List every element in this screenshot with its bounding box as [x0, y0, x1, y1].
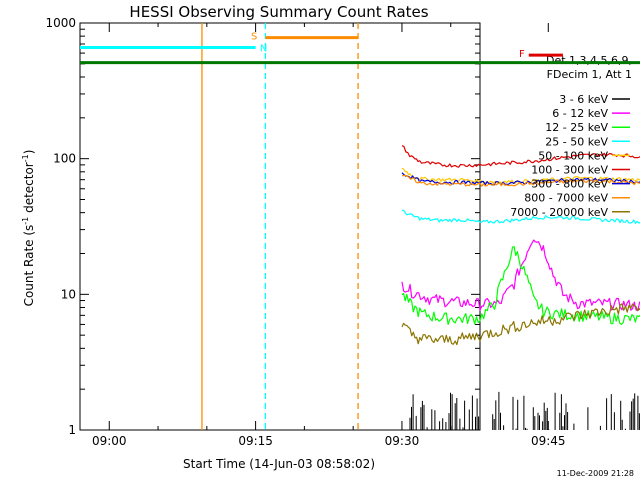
series-line: [401, 239, 640, 312]
y-axis-label-sup1: -1: [21, 217, 30, 225]
y-tick-label: 10: [61, 287, 76, 301]
legend-entry-label: 300 - 800 keV: [531, 178, 608, 191]
legend-entry-label: 6 - 12 keV: [552, 107, 608, 120]
x-tick-label: 09:45: [531, 434, 566, 448]
series-line: [401, 172, 640, 186]
x-tick-label: 09:30: [385, 434, 420, 448]
series-line: [401, 209, 640, 224]
y-tick-label: 1000: [45, 16, 76, 30]
flag-label: F: [519, 49, 525, 60]
plot-frame: [79, 22, 481, 431]
legend-entry-label: 25 - 50 keV: [545, 135, 608, 148]
series-line: [401, 246, 640, 325]
series-line: [401, 145, 640, 168]
y-axis-label: Count Rate (s-1 detector-1): [21, 150, 36, 307]
legend-entry-label: 50 - 100 keV: [538, 149, 608, 162]
chart-title: HESSI Observing Summary Count Rates: [129, 3, 428, 21]
series-line: [401, 303, 640, 346]
x-tick-label: 09:15: [238, 434, 273, 448]
x-axis-label: Start Time (14-Jun-03 08:58:02): [183, 457, 375, 471]
legend-entry-label: 800 - 7000 keV: [524, 192, 608, 205]
y-axis-label-main: Count Rate (s: [22, 225, 36, 307]
legend-entry-label: 7000 - 20000 keV: [510, 206, 608, 219]
legend-entry-label: 100 - 300 keV: [531, 164, 608, 177]
series-line-3-6kev: [409, 391, 640, 430]
legend-entry-label: 12 - 25 keV: [545, 121, 608, 134]
y-axis-label-sup2: -1: [21, 154, 30, 162]
plot-timestamp: 11-Dec-2009 21:28: [557, 469, 634, 478]
y-tick-label: 100: [53, 152, 76, 166]
y-tick-label: 1: [68, 423, 76, 437]
series-line: [402, 174, 640, 187]
legend-entry-label: 3 - 6 keV: [559, 93, 608, 106]
flag-label: S: [251, 32, 257, 43]
flag-label: N: [260, 43, 267, 54]
legend-header-line2: FDecim 1, Att 1: [547, 68, 632, 81]
y-axis-label-end: ): [22, 150, 36, 155]
x-tick-label: 09:00: [92, 434, 127, 448]
y-axis-label-mid: detector: [22, 162, 36, 217]
